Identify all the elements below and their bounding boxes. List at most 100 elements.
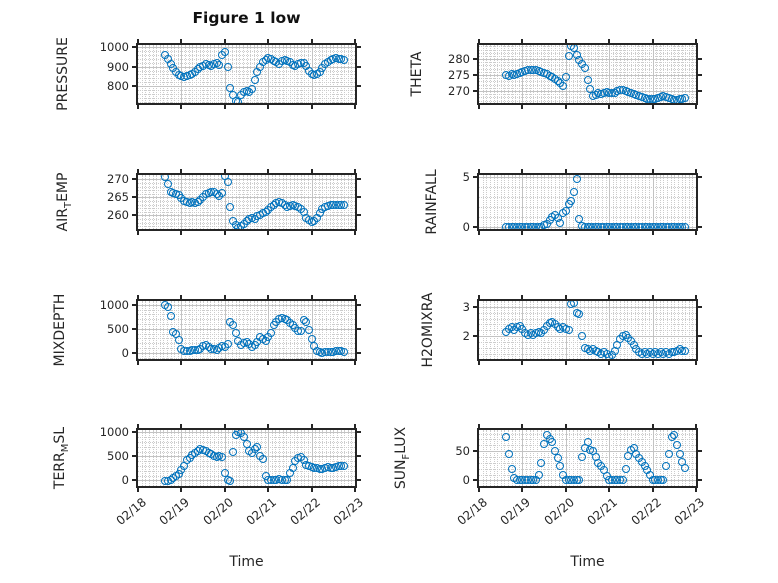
minor-gridline-y <box>138 182 355 184</box>
y-axis-label: TERRMSL <box>52 426 71 490</box>
tick-mark <box>695 488 697 492</box>
tick-mark <box>473 225 477 228</box>
minor-gridline-x <box>692 301 694 359</box>
tick-mark <box>478 361 480 365</box>
minor-gridline-x <box>598 175 600 229</box>
minor-gridline-x <box>670 45 672 103</box>
minor-gridline-x <box>576 301 578 359</box>
minor-gridline-x <box>493 45 495 103</box>
major-gridline-y <box>138 456 355 458</box>
tick-mark <box>137 105 139 109</box>
minor-gridline-x <box>264 175 266 229</box>
tick-mark <box>357 214 361 217</box>
minor-gridline-x <box>195 301 197 359</box>
minor-gridline-x <box>148 301 150 359</box>
scatter-marker <box>569 187 578 196</box>
minor-gridline-x <box>482 175 484 229</box>
minor-gridline-x <box>322 175 324 229</box>
minor-gridline-y <box>479 318 696 320</box>
tick-mark <box>478 424 480 428</box>
y-tick-label: 1000 <box>99 425 129 440</box>
minor-gridline-x <box>156 45 158 103</box>
minor-gridline-y <box>479 468 696 470</box>
minor-gridline-x <box>300 175 302 229</box>
y-tick-label: 3 <box>462 299 470 314</box>
minor-gridline-x <box>663 175 665 229</box>
minor-gridline-x <box>282 301 284 359</box>
minor-gridline-x <box>347 175 349 229</box>
scatter-marker <box>174 335 183 344</box>
minor-gridline-y <box>479 342 696 343</box>
minor-gridline-x <box>594 301 596 359</box>
y-tick-label: 50 <box>455 444 470 459</box>
minor-gridline-x <box>649 301 650 359</box>
minor-gridline-x <box>297 175 299 229</box>
minor-gridline-x <box>602 430 603 486</box>
minor-gridline-y <box>479 186 696 188</box>
minor-gridline-x <box>692 430 694 486</box>
minor-gridline-x <box>195 430 197 486</box>
minor-gridline-x <box>275 301 277 359</box>
scatter-marker <box>163 179 172 188</box>
minor-gridline-x <box>170 45 172 103</box>
tick-mark <box>698 479 702 482</box>
minor-gridline-x <box>670 430 672 486</box>
minor-gridline-x <box>638 45 640 103</box>
minor-gridline-x <box>489 430 491 486</box>
minor-gridline-y <box>479 474 696 476</box>
minor-gridline-x <box>239 301 241 359</box>
minor-gridline-y <box>138 190 355 192</box>
minor-gridline-x <box>344 301 346 359</box>
minor-gridline-x <box>587 45 589 103</box>
minor-gridline-x <box>318 301 320 359</box>
minor-gridline-x <box>500 45 502 103</box>
minor-gridline-y <box>138 101 355 103</box>
plot-terr_msl <box>136 428 357 488</box>
minor-gridline-x <box>344 45 346 103</box>
minor-gridline-x <box>681 45 683 103</box>
scatter-marker <box>340 200 349 209</box>
minor-gridline-x <box>188 301 190 359</box>
minor-gridline-x <box>688 430 690 486</box>
minor-gridline-y <box>138 186 355 188</box>
minor-gridline-x <box>235 45 237 103</box>
minor-gridline-x <box>623 45 625 103</box>
minor-gridline-x <box>232 175 233 229</box>
minor-gridline-x <box>163 301 165 359</box>
scatter-marker <box>253 442 262 451</box>
minor-gridline-x <box>213 45 215 103</box>
scatter-marker <box>228 320 237 329</box>
tick-mark <box>310 169 313 173</box>
tick-mark <box>473 176 477 178</box>
minor-gridline-x <box>649 175 650 229</box>
major-gridline-y <box>138 66 355 68</box>
tick-mark <box>564 488 567 492</box>
minor-gridline-x <box>645 175 647 229</box>
minor-gridline-x <box>217 175 219 229</box>
minor-gridline-x <box>333 45 335 103</box>
minor-gridline-x <box>148 175 150 229</box>
minor-gridline-x <box>507 430 509 486</box>
minor-gridline-x <box>645 430 647 486</box>
y-tick-label: 800 <box>107 79 129 94</box>
tick-mark <box>223 105 226 109</box>
tick-mark <box>698 74 702 76</box>
tick-mark <box>698 305 702 308</box>
minor-gridline-x <box>641 45 643 103</box>
scatter-marker <box>534 470 543 479</box>
x-tick-label: 02/20 <box>200 495 236 528</box>
minor-gridline-x <box>576 175 578 229</box>
minor-gridline-y <box>138 466 355 467</box>
scatter-marker <box>662 461 671 470</box>
minor-gridline-x <box>156 430 158 486</box>
minor-gridline-x <box>217 301 219 359</box>
minor-gridline-x <box>667 45 669 103</box>
scatter-marker <box>296 327 305 336</box>
minor-gridline-x <box>620 175 622 229</box>
minor-gridline-x <box>279 301 281 359</box>
major-gridline-y <box>138 432 355 434</box>
minor-gridline-y <box>138 348 355 349</box>
minor-gridline-x <box>210 175 212 229</box>
minor-gridline-x <box>148 430 150 486</box>
tick-mark <box>651 424 654 428</box>
